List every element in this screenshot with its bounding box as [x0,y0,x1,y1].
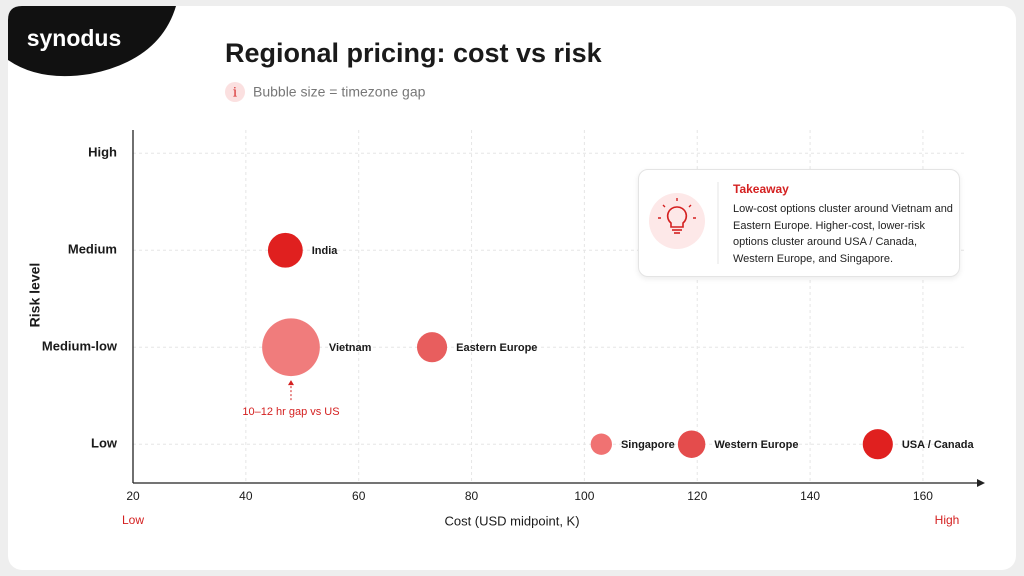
x-tick-label: 20 [126,489,140,503]
annotation: 10–12 hr gap vs US [242,406,339,418]
info-icon [225,82,245,102]
bubble-label: Western Europe [714,439,798,451]
annotation-arrowhead [287,380,294,386]
card [8,6,1016,570]
bubble-label: India [312,245,339,257]
x-axis-label: Cost (USD midpoint, K) [444,513,579,528]
x-tick-label: 40 [239,489,253,503]
chart-title: Regional pricing: cost vs risk [225,38,603,68]
takeaway-text: Low-cost options cluster around Vietnam … [733,203,953,265]
takeaway-box: Takeaway Low-cost options cluster around… [638,169,960,277]
y-tick-label: High [88,145,117,160]
bubble [590,433,612,455]
takeaway-title: Takeaway [733,182,789,196]
x-tick-label: 100 [574,489,594,503]
bubble-label: USA / Canada [902,439,975,451]
x-high-label: High [935,513,960,527]
subtitle: Bubble size = timezone gap [253,84,426,100]
bubble [262,318,320,377]
plot: 20 40 60 80 100 120 140 160 Low Medium-low Medium H… [42,130,985,503]
x-tick-label: 60 [352,489,366,503]
bubble-label: Eastern Europe [456,342,537,354]
x-tick-label: 120 [687,489,707,503]
bubble [862,429,893,460]
info-glyph: i [233,86,237,101]
logo-shape [8,6,176,77]
y-tick-label: Medium [68,242,117,257]
y-axis-label: Risk level [27,263,43,328]
x-low-label: Low [122,513,144,527]
x-tick-label: 160 [913,489,933,503]
bubble-label: Singapore [621,439,675,451]
x-tick-label: 80 [465,489,479,503]
bubble [416,332,448,363]
x-tick-label: 140 [800,489,820,503]
brand: synodus [27,25,122,51]
x-axis-arrow [977,479,985,487]
y-tick-label: Medium-low [42,339,118,354]
y-tick-label: Low [91,436,118,451]
bubble [267,232,303,268]
bubble [677,430,706,458]
takeaway-icon [649,182,719,264]
bubble-label: Vietnam [329,342,372,354]
